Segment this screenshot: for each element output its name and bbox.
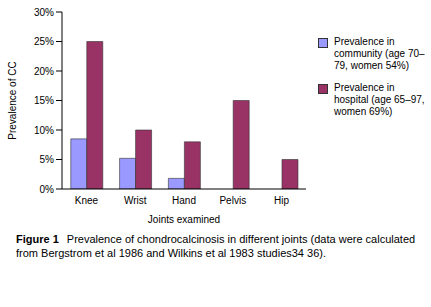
svg-text:Wrist: Wrist bbox=[124, 195, 147, 206]
svg-text:Knee: Knee bbox=[75, 195, 99, 206]
svg-text:Joints examined: Joints examined bbox=[148, 214, 220, 225]
html-text:Figure 1: Figure 1 bbox=[16, 233, 59, 245]
html-text:Prevalence in community (age 7: Prevalence in community (age 70–79, wome… bbox=[334, 36, 425, 71]
html-text:Prevalence of chondrocalcinosi: Prevalence of chondrocalcinosis in diffe… bbox=[16, 233, 416, 259]
svg-text:25%: 25% bbox=[34, 36, 54, 47]
svg-text:Pelvis: Pelvis bbox=[219, 195, 246, 206]
svg-text:Hip: Hip bbox=[274, 195, 289, 206]
svg-text:5%: 5% bbox=[40, 154, 55, 165]
svg-text:10%: 10% bbox=[34, 125, 54, 136]
svg-text:20%: 20% bbox=[34, 66, 54, 77]
svg-text:0%: 0% bbox=[40, 184, 55, 195]
html-text:Prevalence in hospital (age 65: Prevalence in hospital (age 65–97, women… bbox=[334, 82, 425, 117]
svg-text:Prevalence of CC: Prevalence of CC bbox=[8, 61, 18, 139]
svg-text:15%: 15% bbox=[34, 95, 54, 106]
svg-text:Hand: Hand bbox=[172, 195, 196, 206]
svg-text:30%: 30% bbox=[34, 7, 54, 18]
